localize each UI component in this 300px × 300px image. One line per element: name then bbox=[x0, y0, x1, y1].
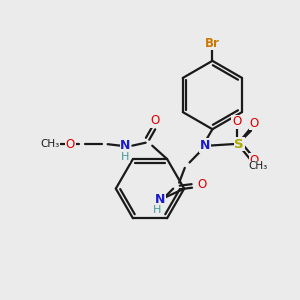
Text: O: O bbox=[151, 114, 160, 127]
Text: O: O bbox=[232, 115, 242, 128]
Text: Br: Br bbox=[205, 37, 220, 50]
Text: O: O bbox=[249, 115, 259, 128]
Text: N: N bbox=[200, 139, 210, 152]
Text: O: O bbox=[197, 178, 207, 191]
Text: CH₃: CH₃ bbox=[249, 161, 268, 171]
Text: S: S bbox=[234, 138, 244, 151]
Text: N: N bbox=[155, 193, 166, 206]
Text: N: N bbox=[120, 139, 131, 152]
Text: O: O bbox=[66, 138, 75, 151]
Text: CH₃: CH₃ bbox=[40, 139, 59, 149]
Text: H: H bbox=[153, 205, 162, 215]
Text: O: O bbox=[249, 117, 259, 130]
Text: O: O bbox=[249, 154, 259, 167]
Text: H: H bbox=[121, 152, 130, 162]
